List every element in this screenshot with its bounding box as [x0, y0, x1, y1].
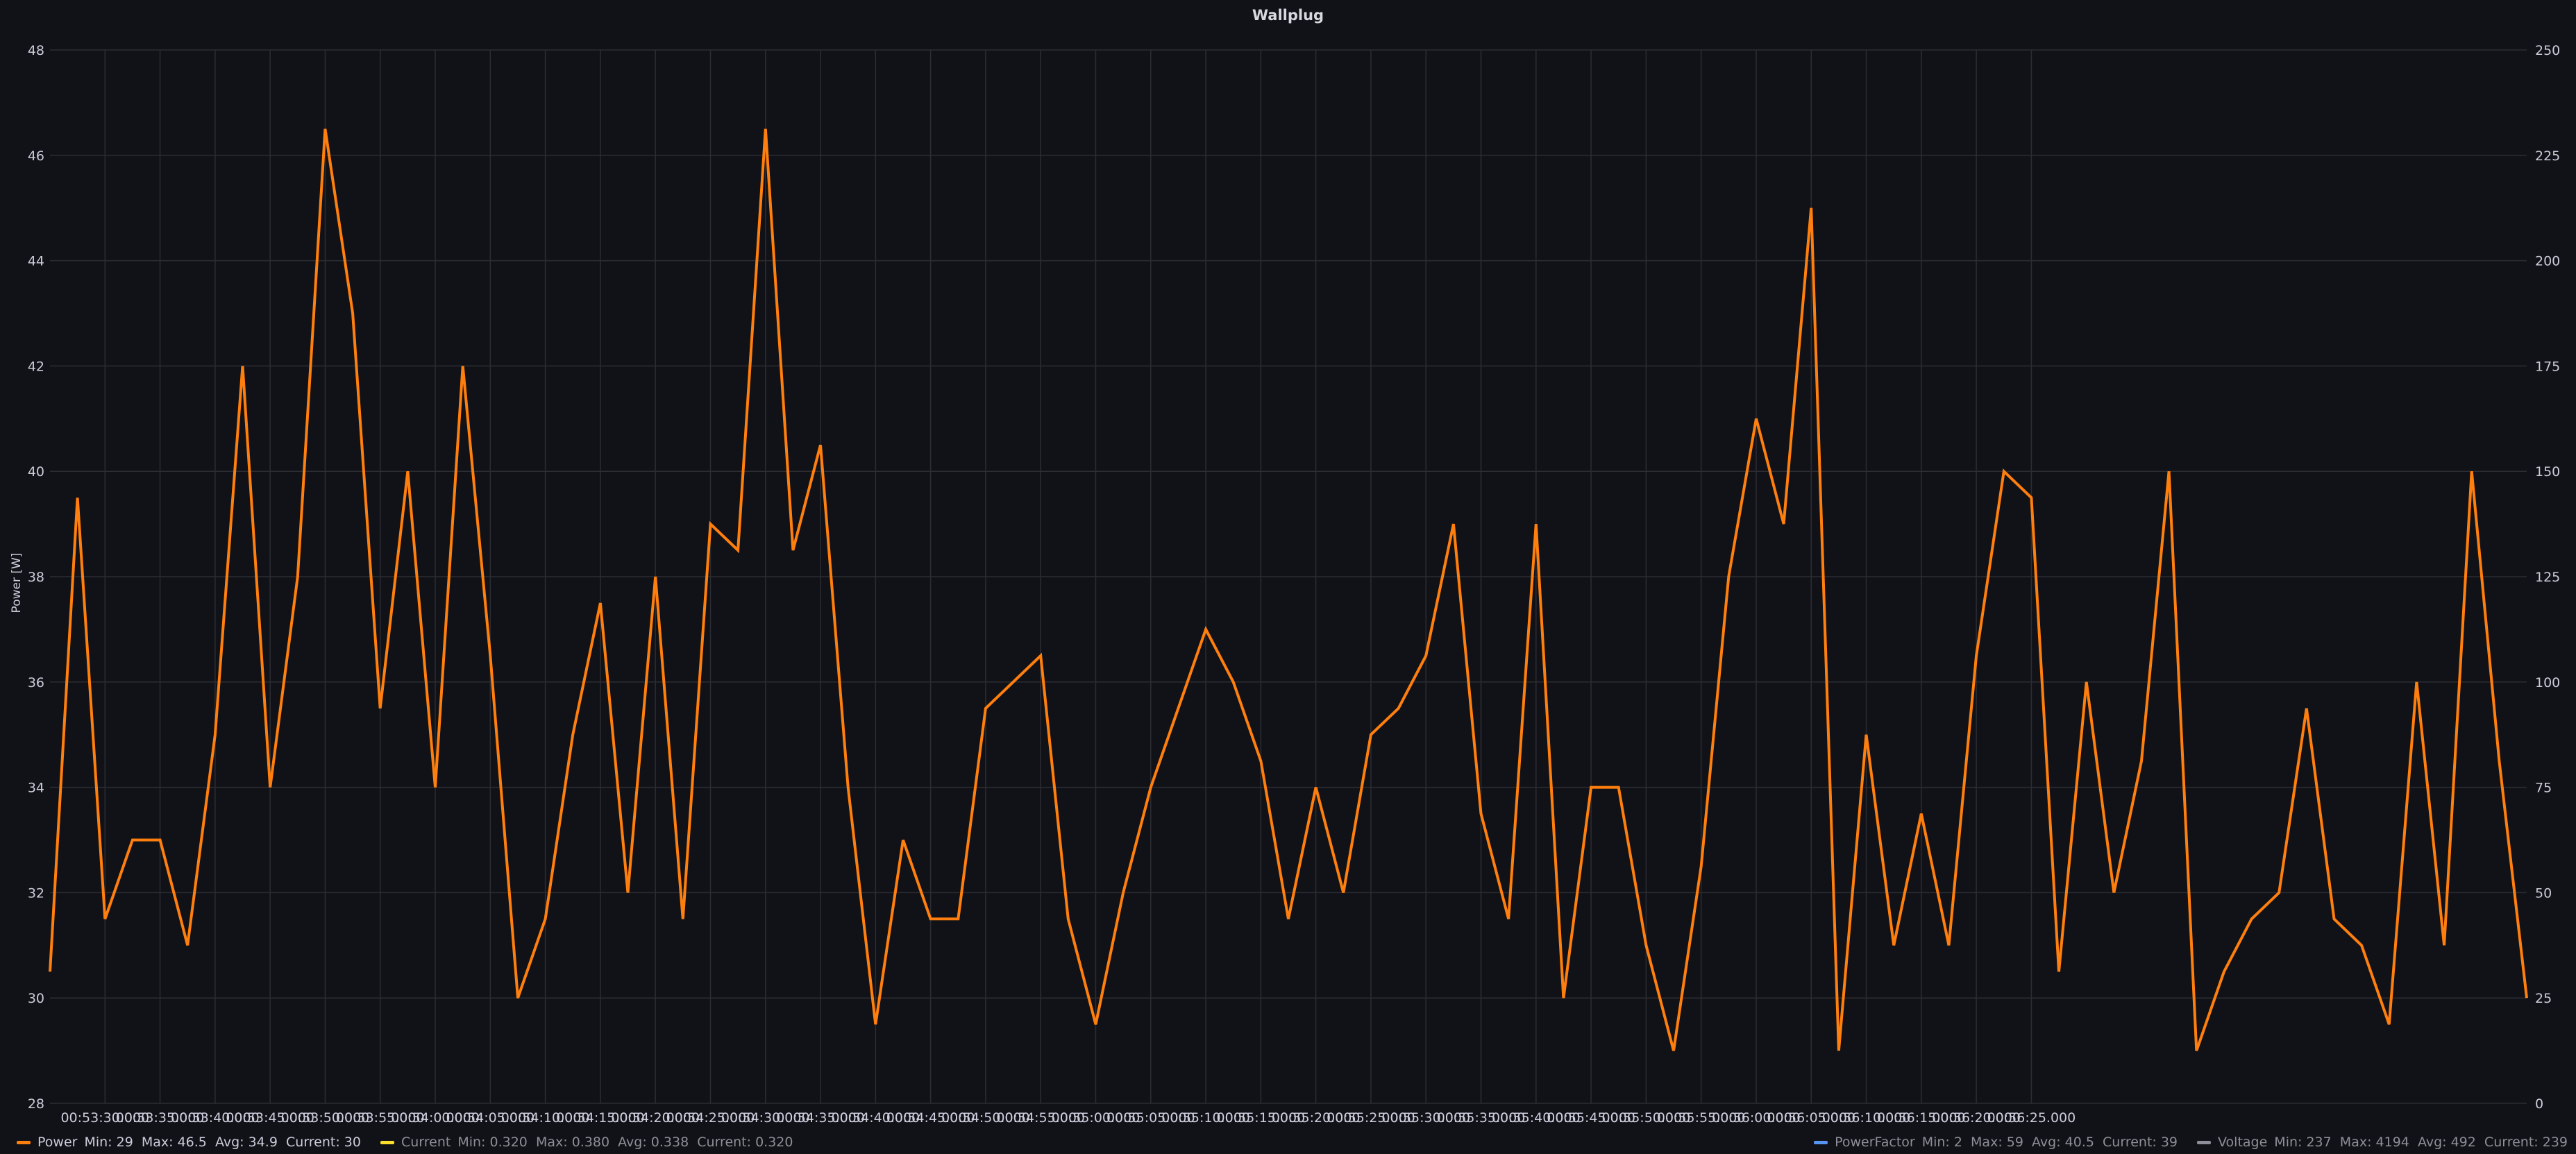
legend-swatch-voltage [2197, 1140, 2212, 1144]
y2-tick-label: 75 [2535, 781, 2552, 796]
y2-tick-label: 100 [2535, 675, 2560, 690]
x-tick-label: 00:54:10.000 [501, 1110, 590, 1126]
x-tick-label: 00:56:10.000 [1822, 1110, 1911, 1126]
x-tick-label: 00:56:05.000 [1767, 1110, 1855, 1126]
x-tick-label: 00:54:50.000 [941, 1110, 1030, 1126]
legend-item-power[interactable]: Power Min: 29 Max: 46.5 Avg: 34.9 Curren… [17, 1135, 361, 1150]
y2-tick-label: 150 [2535, 464, 2560, 480]
x-tick-label: 00:54:40.000 [832, 1110, 920, 1126]
y-axis-left-ticks: 28 30 32 34 36 38 40 42 44 46 48 [28, 43, 44, 1112]
legend-stats-power: Min: 29 Max: 46.5 Avg: 34.9 Current: 30 [84, 1135, 361, 1150]
legend-name-voltage: Voltage [2218, 1135, 2268, 1150]
legend-stats-current: Min: 0.320 Max: 0.380 Avg: 0.338 Current… [457, 1135, 793, 1150]
y-tick-label: 36 [28, 675, 44, 690]
x-tick-label: 00:55:55.000 [1657, 1110, 1746, 1126]
legend-name-current: Current [401, 1135, 451, 1150]
horizontal-gridlines [50, 49, 2527, 1104]
y-tick-label: 28 [28, 1096, 44, 1112]
y-axis-right-ticks: 0 25 50 75 100 125 150 175 200 225 250 [2535, 43, 2560, 1112]
legend-item-powerfactor[interactable]: PowerFactor Min: 2 Max: 59 Avg: 40.5 Cur… [1814, 1135, 2178, 1150]
x-tick-label: 00:56:25.000 [1987, 1110, 2076, 1126]
x-tick-label: 00:53:55.000 [336, 1110, 425, 1126]
y-tick-label: 30 [28, 991, 44, 1006]
x-tick-label: 00:54:30.000 [721, 1110, 810, 1126]
x-axis-ticks: 00:53:30.00000:53:35.00000:53:40.00000:5… [60, 1110, 2076, 1126]
y-tick-label: 44 [28, 254, 44, 269]
legend-stats-powerfactor: Min: 2 Max: 59 Avg: 40.5 Current: 39 [1921, 1135, 2178, 1150]
x-tick-label: 00:54:35.000 [776, 1110, 865, 1126]
legend-item-voltage[interactable]: Voltage Min: 237 Max: 4194 Avg: 492 Curr… [2197, 1135, 2568, 1150]
x-tick-label: 00:55:25.000 [1327, 1110, 1415, 1126]
x-tick-label: 00:53:40.000 [171, 1110, 260, 1126]
x-tick-label: 00:55:00.000 [1052, 1110, 1140, 1126]
x-tick-label: 00:56:15.000 [1877, 1110, 1966, 1126]
x-tick-label: 00:53:45.000 [226, 1110, 314, 1126]
x-tick-label: 00:55:40.000 [1492, 1110, 1581, 1126]
series-layer [49, 128, 2528, 1051]
legend-stats-voltage: Min: 237 Max: 4194 Avg: 492 Current: 239 [2274, 1135, 2568, 1150]
y-tick-label: 48 [28, 43, 44, 58]
x-tick-label: 00:54:05.000 [446, 1110, 534, 1126]
y2-tick-label: 25 [2535, 991, 2552, 1006]
legend-swatch-current [380, 1140, 394, 1144]
x-tick-label: 00:54:25.000 [666, 1110, 755, 1126]
legend-swatch-power [17, 1140, 31, 1144]
y2-tick-label: 50 [2535, 885, 2552, 901]
legend-name-power: Power [37, 1135, 78, 1150]
x-tick-label: 00:56:20.000 [1932, 1110, 2021, 1126]
x-tick-label: 00:53:35.000 [116, 1110, 205, 1126]
x-tick-label: 00:54:45.000 [886, 1110, 975, 1126]
legend-left: Power Min: 29 Max: 46.5 Avg: 34.9 Curren… [17, 1135, 793, 1150]
x-tick-label: 00:55:05.000 [1106, 1110, 1195, 1126]
x-tick-label: 00:55:30.000 [1381, 1110, 1470, 1126]
y-tick-label: 32 [28, 885, 44, 901]
x-tick-label: 00:54:00.000 [391, 1110, 480, 1126]
x-tick-label: 00:54:20.000 [611, 1110, 700, 1126]
x-tick-label: 00:54:55.000 [996, 1110, 1085, 1126]
y-tick-label: 46 [28, 149, 44, 164]
x-tick-label: 00:53:50.000 [281, 1110, 370, 1126]
legend-item-current[interactable]: Current Min: 0.320 Max: 0.380 Avg: 0.338… [380, 1135, 793, 1150]
x-tick-label: 00:55:20.000 [1272, 1110, 1361, 1126]
y2-tick-label: 200 [2535, 254, 2560, 269]
y2-tick-label: 225 [2535, 149, 2560, 164]
x-tick-label: 00:55:35.000 [1437, 1110, 1526, 1126]
y2-tick-label: 250 [2535, 43, 2560, 58]
x-tick-label: 00:55:15.000 [1217, 1110, 1306, 1126]
x-tick-label: 00:53:30.000 [60, 1110, 149, 1126]
series-line-power [49, 128, 2528, 1051]
x-tick-label: 00:56:00.000 [1712, 1110, 1801, 1126]
chart-title: Wallplug [1252, 7, 1324, 24]
y-tick-label: 38 [28, 570, 44, 585]
legend-right: PowerFactor Min: 2 Max: 59 Avg: 40.5 Cur… [1814, 1135, 2568, 1150]
x-tick-label: 00:55:10.000 [1161, 1110, 1250, 1126]
x-tick-label: 00:54:15.000 [556, 1110, 645, 1126]
legend-name-powerfactor: PowerFactor [1835, 1135, 1915, 1150]
y-tick-label: 40 [28, 464, 44, 480]
legend-swatch-powerfactor [1814, 1140, 1828, 1144]
y2-tick-label: 0 [2535, 1096, 2543, 1112]
y2-tick-label: 125 [2535, 570, 2560, 585]
x-tick-label: 00:55:50.000 [1602, 1110, 1691, 1126]
y2-tick-label: 175 [2535, 359, 2560, 374]
y-tick-label: 42 [28, 359, 44, 374]
x-tick-label: 00:55:45.000 [1547, 1110, 1635, 1126]
y-tick-label: 34 [28, 781, 44, 796]
